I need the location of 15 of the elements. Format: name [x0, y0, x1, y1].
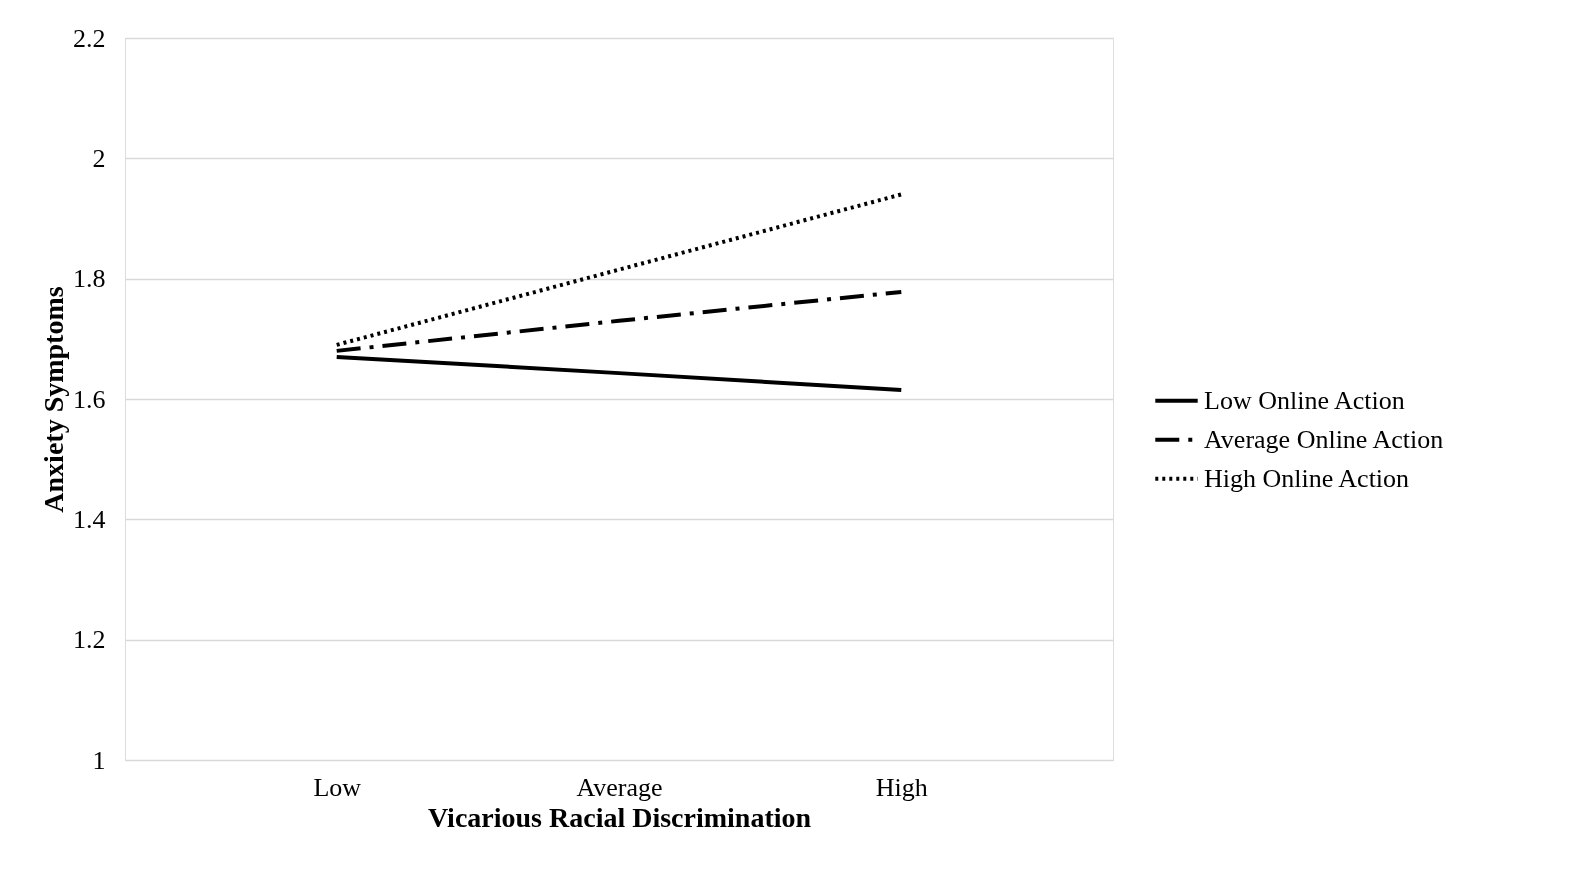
y-tick-label: 1.8 — [73, 264, 106, 294]
y-tick-label: 1.6 — [73, 384, 106, 414]
y-tick-label: 2 — [92, 143, 106, 173]
legend-label: Average Online Action — [1204, 424, 1444, 454]
legend-label: High Online Action — [1204, 463, 1410, 493]
y-tick-label: 1 — [92, 745, 106, 775]
x-tick-label: Average — [576, 772, 663, 802]
x-axis-title: Vicarious Racial Discrimination — [427, 801, 812, 833]
legend-label: Low Online Action — [1204, 385, 1405, 415]
x-tick-label: High — [875, 772, 928, 802]
x-tick-label: Low — [313, 772, 362, 802]
y-tick-label: 1.2 — [73, 625, 106, 655]
y-tick-label: 2.2 — [73, 23, 106, 53]
y-tick-label: 1.4 — [73, 504, 106, 534]
y-axis-title: Anxiety Symptoms — [38, 286, 69, 513]
